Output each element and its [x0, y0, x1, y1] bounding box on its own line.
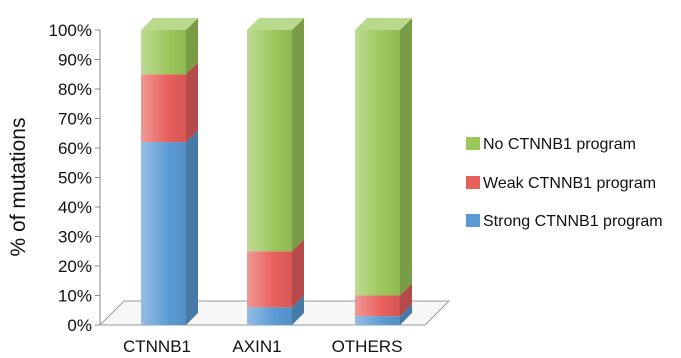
legend-label: Strong CTNNB1 program [483, 213, 663, 230]
bar-segment [247, 18, 304, 252]
bar-top [247, 18, 304, 30]
bar-front [355, 316, 400, 325]
bar-side [186, 130, 198, 325]
bar-segment [141, 18, 198, 75]
y-tick-label: 60% [58, 139, 92, 158]
y-tick-label: 80% [58, 80, 92, 99]
x-tick-label: CTNNB1 [123, 337, 191, 356]
bar-front [141, 30, 186, 75]
legend-label: No CTNNB1 program [483, 136, 636, 153]
bar-front [141, 74, 186, 143]
bar-side [400, 18, 412, 296]
legend-swatch [466, 176, 480, 189]
bar-side [186, 18, 198, 75]
legend-item: Weak CTNNB1 program [466, 175, 656, 192]
bar-segment [141, 62, 198, 143]
bar-side [186, 62, 198, 143]
legend-swatch [466, 214, 480, 227]
bar-top [141, 18, 198, 30]
legend-swatch [466, 137, 480, 150]
x-tick-label: AXIN1 [232, 337, 281, 356]
legend-label: Weak CTNNB1 program [483, 175, 656, 192]
bar-side [292, 239, 304, 308]
bar-front [355, 30, 400, 296]
x-tick-label: OTHERS [332, 337, 403, 356]
y-tick-label: 90% [58, 51, 92, 70]
bar-front [247, 307, 292, 325]
x-axis-labels: CTNNB1 AXIN1 OTHERS [123, 337, 402, 356]
bar-segment [355, 283, 412, 317]
bar-segment [247, 239, 304, 308]
y-tick-label: 100% [49, 21, 92, 40]
y-tick-label: 20% [58, 257, 92, 276]
bar-top [355, 18, 412, 30]
y-tick-label: 10% [58, 287, 92, 306]
bar-front [247, 251, 292, 308]
y-tick-label: 40% [58, 198, 92, 217]
bar-segment [355, 18, 412, 296]
y-axis: 0% 10% 20% 30% 40% 50% 60% 70% 80% 90% 100% [49, 21, 101, 335]
bar-side [400, 304, 412, 325]
bar-front [355, 295, 400, 317]
y-tick-label: 50% [58, 169, 92, 188]
bar-segment [355, 304, 412, 325]
bars [141, 18, 412, 325]
bar-segment [247, 295, 304, 325]
bar-side [400, 283, 412, 317]
bar-side [292, 18, 304, 252]
y-tick-label: 30% [58, 228, 92, 247]
y-axis-title: % of mutations [7, 118, 30, 257]
y-tick-label: 0% [67, 316, 92, 335]
bar-side [292, 295, 304, 325]
bar-segment [141, 130, 198, 325]
legend-item: Strong CTNNB1 program [466, 213, 663, 230]
bar-front [247, 30, 292, 252]
y-tick-label: 70% [58, 110, 92, 129]
bar-front [141, 142, 186, 325]
legend-item: No CTNNB1 program [466, 136, 636, 153]
legend: No CTNNB1 program Weak CTNNB1 program Stro… [466, 136, 663, 230]
